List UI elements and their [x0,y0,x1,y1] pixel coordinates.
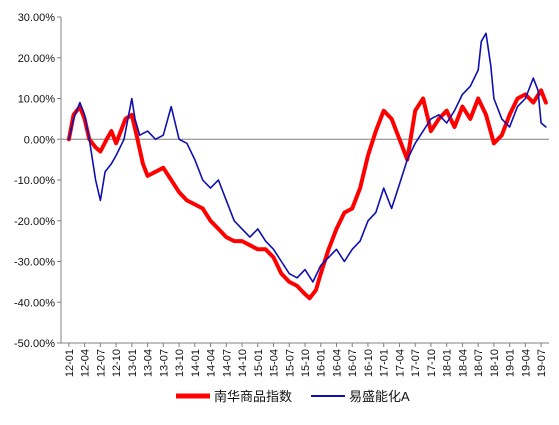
x-tick-label: 14-07 [221,349,233,377]
x-tick-label: 13-07 [158,349,170,377]
y-tick-label: -20.00% [14,216,55,228]
series-line-1 [68,32,547,283]
x-tick-label: 15-10 [300,349,312,377]
y-tick-label: 0.00% [24,134,55,146]
x-tick-label: 15-01 [253,349,265,377]
y-tick-label: 10.00% [18,94,56,106]
series-layer [66,32,548,301]
x-tick-label: 18-04 [457,349,469,377]
x-tick-label: 13-10 [174,349,186,377]
x-tick-label: 18-07 [473,349,485,377]
x-tick-label: 13-01 [127,349,139,377]
axes: 30.00% 20.00% 10.00% 0.00% -10.00% -20.00% -30… [14,12,549,377]
x-tick-label: 16-07 [347,349,359,377]
series-line-0 [66,88,548,301]
y-tick-label: 30.00% [18,12,56,24]
x-tick-label: 15-07 [284,349,296,377]
x-tick-label: 18-01 [442,349,454,377]
x-tick-label: 12-07 [95,349,107,377]
x-tick-label: 16-04 [331,349,343,377]
legend-label-0: 南华商品指数 [214,389,292,404]
y-tick-label: -50.00% [14,338,55,350]
legend: 南华商品指数 易盛能化A [176,389,410,404]
x-tick-label: 17-07 [410,349,422,377]
x-tick-label: 14-10 [237,349,249,377]
x-tick-label: 15-04 [269,349,281,377]
y-tick-label: 20.00% [18,53,56,65]
x-tick-label: 12-04 [80,349,92,377]
x-tick-label: 17-01 [379,349,391,377]
x-tick-label: 19-07 [536,349,548,377]
x-tick-label: 12-10 [111,349,123,377]
x-tick-label: 13-04 [143,349,155,377]
x-tick-label: 16-10 [363,349,375,377]
x-tick-label: 16-01 [316,349,328,377]
y-tick-label: -30.00% [14,257,55,269]
y-tick-label: -40.00% [14,297,55,309]
x-tick-label: 19-01 [505,349,517,377]
x-tick-label: 17-10 [426,349,438,377]
x-tick-label: 18-10 [489,349,501,377]
x-tick-label: 14-01 [190,349,202,377]
x-tick-label: 17-04 [394,349,406,377]
x-tick-label: 19-04 [520,349,532,377]
y-tick-label: -10.00% [14,175,55,187]
legend-label-1: 易盛能化A [349,389,410,404]
x-tick-label: 14-04 [206,349,218,377]
x-tick-label: 12-01 [64,349,76,377]
